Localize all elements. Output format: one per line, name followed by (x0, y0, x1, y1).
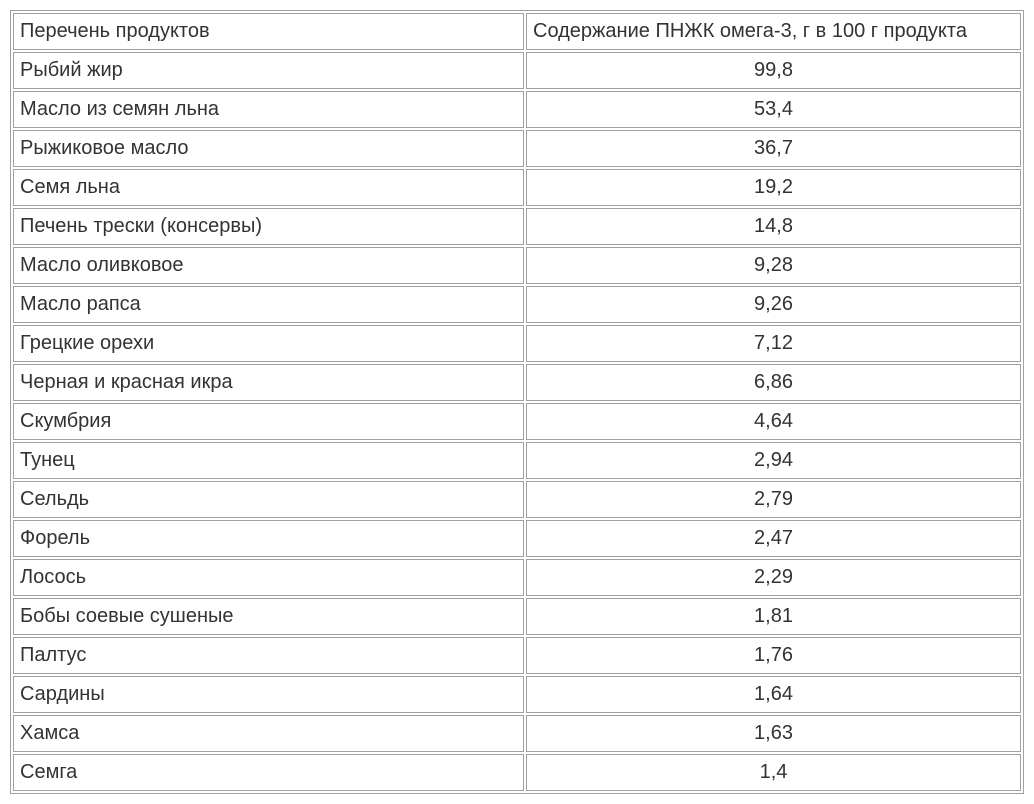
header-product: Перечень продуктов (13, 13, 524, 50)
cell-product: Палтус (13, 637, 524, 674)
cell-value: 9,26 (526, 286, 1021, 323)
table-row: Форель 2,47 (13, 520, 1021, 557)
omega3-table: Перечень продуктов Содержание ПНЖК омега… (10, 10, 1024, 794)
cell-value: 36,7 (526, 130, 1021, 167)
cell-value: 6,86 (526, 364, 1021, 401)
cell-product: Рыбий жир (13, 52, 524, 89)
table-row: Бобы соевые сушеные 1,81 (13, 598, 1021, 635)
cell-value: 2,47 (526, 520, 1021, 557)
table-row: Масло оливковое 9,28 (13, 247, 1021, 284)
cell-product: Сельдь (13, 481, 524, 518)
cell-value: 1,4 (526, 754, 1021, 791)
cell-product: Сардины (13, 676, 524, 713)
cell-product: Лосось (13, 559, 524, 596)
table-row: Лосось 2,29 (13, 559, 1021, 596)
cell-product: Масло оливковое (13, 247, 524, 284)
table-header-row: Перечень продуктов Содержание ПНЖК омега… (13, 13, 1021, 50)
cell-value: 99,8 (526, 52, 1021, 89)
cell-value: 1,64 (526, 676, 1021, 713)
table-row: Печень трески (консервы) 14,8 (13, 208, 1021, 245)
table-row: Палтус 1,76 (13, 637, 1021, 674)
cell-product: Тунец (13, 442, 524, 479)
cell-product: Семга (13, 754, 524, 791)
cell-value: 2,94 (526, 442, 1021, 479)
table-row: Масло рапса 9,26 (13, 286, 1021, 323)
table-row: Семга 1,4 (13, 754, 1021, 791)
cell-product: Семя льна (13, 169, 524, 206)
cell-product: Грецкие орехи (13, 325, 524, 362)
cell-product: Черная и красная икра (13, 364, 524, 401)
cell-value: 2,29 (526, 559, 1021, 596)
cell-value: 53,4 (526, 91, 1021, 128)
cell-product: Форель (13, 520, 524, 557)
header-value: Содержание ПНЖК омега-3, г в 100 г проду… (526, 13, 1021, 50)
table-row: Масло из семян льна 53,4 (13, 91, 1021, 128)
cell-value: 4,64 (526, 403, 1021, 440)
cell-product: Рыжиковое масло (13, 130, 524, 167)
cell-value: 19,2 (526, 169, 1021, 206)
cell-value: 1,81 (526, 598, 1021, 635)
cell-product: Печень трески (консервы) (13, 208, 524, 245)
table-row: Хамса 1,63 (13, 715, 1021, 752)
cell-value: 9,28 (526, 247, 1021, 284)
cell-value: 14,8 (526, 208, 1021, 245)
cell-value: 1,76 (526, 637, 1021, 674)
table-row: Семя льна 19,2 (13, 169, 1021, 206)
table-row: Грецкие орехи 7,12 (13, 325, 1021, 362)
cell-value: 2,79 (526, 481, 1021, 518)
cell-product: Скумбрия (13, 403, 524, 440)
table-row: Тунец 2,94 (13, 442, 1021, 479)
cell-product: Бобы соевые сушеные (13, 598, 524, 635)
table-row: Черная и красная икра 6,86 (13, 364, 1021, 401)
table-row: Рыжиковое масло 36,7 (13, 130, 1021, 167)
table-row: Сардины 1,64 (13, 676, 1021, 713)
cell-product: Масло из семян льна (13, 91, 524, 128)
cell-value: 7,12 (526, 325, 1021, 362)
table-row: Рыбий жир 99,8 (13, 52, 1021, 89)
cell-product: Хамса (13, 715, 524, 752)
cell-value: 1,63 (526, 715, 1021, 752)
cell-product: Масло рапса (13, 286, 524, 323)
table-row: Скумбрия 4,64 (13, 403, 1021, 440)
table-row: Сельдь 2,79 (13, 481, 1021, 518)
